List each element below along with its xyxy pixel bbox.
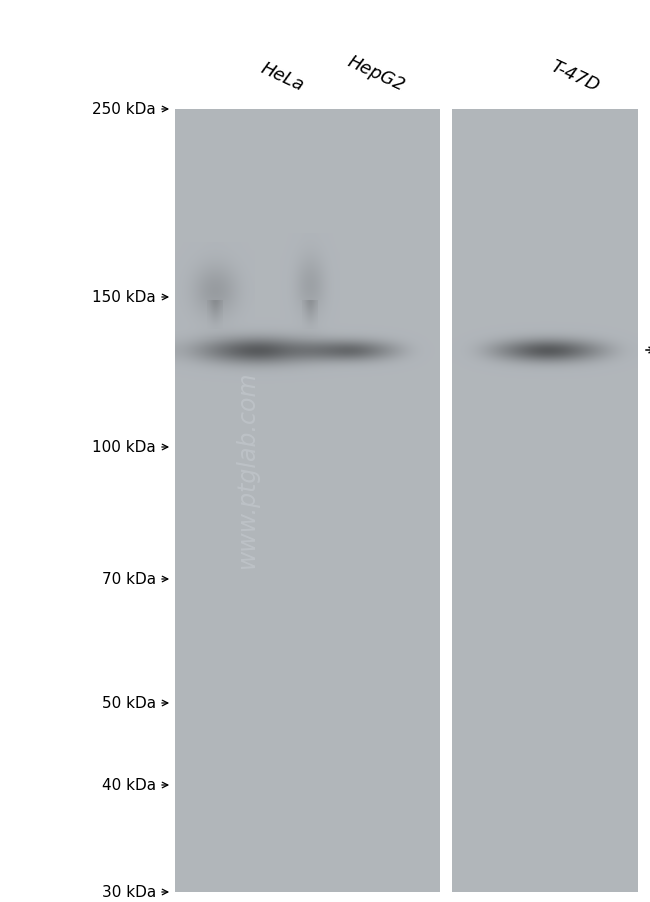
Text: 70 kDa: 70 kDa — [102, 572, 156, 587]
Text: 30 kDa: 30 kDa — [102, 885, 156, 899]
Text: 150 kDa: 150 kDa — [92, 290, 156, 305]
Text: 100 kDa: 100 kDa — [92, 440, 156, 455]
Text: 250 kDa: 250 kDa — [92, 103, 156, 117]
Text: HepG2: HepG2 — [345, 52, 408, 95]
Text: T-47D: T-47D — [548, 57, 603, 95]
Text: HeLa: HeLa — [258, 60, 307, 95]
Text: 50 kDa: 50 kDa — [102, 695, 156, 711]
Text: 40 kDa: 40 kDa — [102, 778, 156, 793]
Text: www.ptglab.com: www.ptglab.com — [235, 371, 259, 567]
